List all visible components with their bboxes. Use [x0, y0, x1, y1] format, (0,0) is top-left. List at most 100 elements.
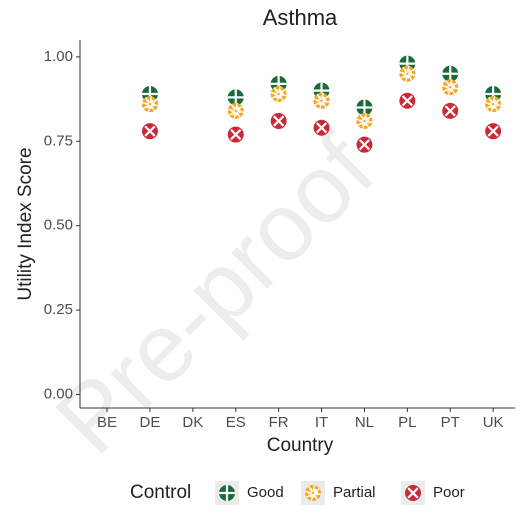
marker-line	[150, 104, 155, 112]
point	[485, 96, 502, 113]
marker-line	[407, 74, 413, 81]
marker-line	[447, 88, 451, 96]
marker-line	[401, 95, 413, 107]
point	[270, 113, 287, 130]
y-tick-label: 1.00	[44, 48, 73, 65]
marker-line	[141, 101, 149, 105]
marker-line	[230, 128, 242, 141]
marker-line	[304, 490, 312, 494]
marker-line	[314, 492, 322, 496]
marker-line	[227, 108, 235, 112]
point	[356, 99, 373, 116]
marker-line	[321, 101, 327, 108]
x-tick-label: BE	[97, 414, 117, 431]
marker-disc	[270, 86, 287, 103]
watermark: Pre-proof	[36, 115, 395, 474]
point	[270, 86, 287, 103]
marker-line	[408, 73, 416, 77]
x-tick-label: DK	[182, 414, 203, 431]
legend-item: Poor	[401, 481, 465, 505]
marker-line	[144, 97, 150, 104]
marker-line	[236, 110, 244, 114]
point	[227, 89, 244, 106]
marker-line	[319, 101, 323, 109]
marker-disc	[227, 102, 244, 119]
marker-line	[236, 105, 243, 111]
x-tick-label: FR	[269, 414, 289, 431]
marker-line	[310, 494, 314, 502]
chart-title: Asthma	[263, 5, 338, 30]
x-tick-label: NL	[355, 414, 374, 431]
marker-line	[315, 122, 328, 134]
marker-line	[270, 91, 278, 95]
marker-line	[493, 99, 501, 104]
point	[356, 136, 373, 153]
marker-line	[142, 104, 150, 110]
marker-line	[407, 68, 415, 74]
marker-line	[443, 87, 450, 93]
marker-line	[400, 74, 407, 79]
y-tick-label: 0.50	[44, 217, 73, 234]
marker-line	[365, 120, 373, 124]
marker-line	[228, 111, 236, 116]
marker-line	[399, 71, 407, 75]
marker-line	[313, 493, 319, 501]
marker-line	[402, 66, 408, 74]
marker-line	[307, 485, 313, 493]
marker-line	[322, 100, 330, 104]
marker-line	[487, 125, 499, 137]
marker-line	[362, 122, 366, 130]
legend-label: Partial	[333, 484, 376, 501]
legend-item: Partial	[301, 481, 376, 505]
marker-line	[486, 104, 493, 110]
marker-line	[277, 86, 281, 93]
marker-line	[485, 101, 493, 105]
marker-line	[492, 96, 496, 104]
marker-line	[312, 484, 316, 492]
x-tick-label: IT	[315, 414, 328, 431]
marker-line	[150, 99, 157, 104]
point	[399, 92, 416, 109]
x-tick-label: DE	[140, 414, 161, 431]
marker-line	[444, 105, 456, 117]
marker-line	[358, 139, 371, 151]
marker-line	[359, 113, 365, 121]
marker-line	[313, 98, 321, 102]
point	[227, 126, 244, 143]
y-tick-label: 0.25	[44, 301, 73, 318]
marker-line	[364, 121, 370, 129]
x-tick-label: ES	[226, 414, 246, 431]
point	[442, 79, 459, 96]
point	[442, 102, 459, 119]
marker-line	[407, 487, 419, 499]
x-tick-label: PT	[441, 414, 460, 431]
marker-line	[233, 111, 237, 119]
marker-line	[363, 113, 367, 120]
marker-disc	[141, 96, 158, 113]
marker-line	[320, 92, 324, 100]
marker-line	[364, 116, 372, 121]
marker-line	[279, 93, 287, 97]
marker-line	[449, 79, 453, 87]
marker-line	[488, 97, 493, 104]
marker-line	[356, 118, 364, 122]
marker-line	[450, 87, 456, 95]
marker-disc	[305, 485, 321, 501]
marker-line	[494, 103, 502, 107]
marker-line	[442, 84, 450, 88]
point	[442, 65, 459, 82]
x-axis-title: Country	[267, 435, 334, 456]
marker-line	[305, 493, 313, 499]
marker-line	[273, 86, 279, 94]
marker-line	[493, 104, 499, 112]
point	[313, 92, 330, 109]
point	[227, 102, 244, 119]
point	[399, 65, 416, 82]
marker-line	[313, 487, 321, 493]
marker-line	[451, 86, 459, 90]
marker-line	[149, 96, 153, 104]
marker-line	[405, 74, 409, 82]
marker-line	[278, 94, 284, 102]
marker-disc	[313, 92, 330, 109]
